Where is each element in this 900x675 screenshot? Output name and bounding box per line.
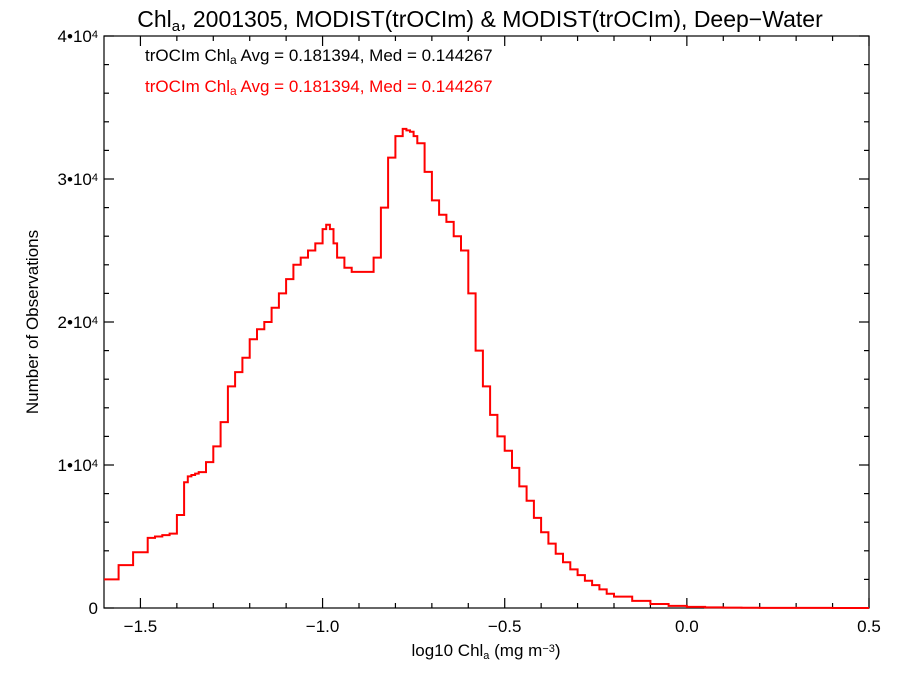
series-group: [104, 127, 869, 609]
legend-entry: trOCIm Chla Avg = 0.181394, Med = 0.1442…: [145, 46, 493, 67]
x-tick-label: 0.5: [857, 617, 881, 636]
legend-entry: trOCIm Chla Avg = 0.181394, Med = 0.1442…: [145, 77, 493, 98]
y-axis-label: Number of Observations: [23, 230, 42, 414]
y-tick-label: 3•104: [58, 170, 98, 189]
y-tick-label: 1•104: [58, 456, 98, 475]
y-tick-label: 2•104: [58, 313, 98, 332]
x-tick-label: −1.0: [306, 617, 340, 636]
series-line: [104, 127, 869, 609]
chart-title: Chla, 2001305, MODIST(trOCIm) & MODIST(t…: [137, 6, 823, 35]
y-tick-label: 0: [89, 599, 98, 618]
legend: trOCIm Chla Avg = 0.181394, Med = 0.1442…: [145, 46, 493, 98]
y-tick-label: 4•104: [58, 27, 98, 46]
y-axis-ticks: 0 1•104 2•104 3•104 4•104: [58, 27, 869, 618]
x-tick-label: −0.5: [488, 617, 522, 636]
plot-frame: [103, 35, 870, 609]
x-axis-ticks: −1.5 −1.0 −0.5 0.0 0.5: [124, 36, 881, 636]
x-tick-label: 0.0: [675, 617, 699, 636]
x-tick-label: −1.5: [124, 617, 158, 636]
x-axis-label: log10 Chla (mg m−3): [411, 641, 560, 662]
